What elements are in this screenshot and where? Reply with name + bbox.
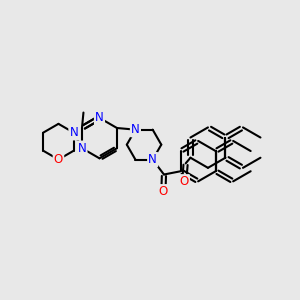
Text: N: N <box>131 123 140 136</box>
Text: N: N <box>78 142 86 155</box>
Text: O: O <box>159 185 168 198</box>
Text: O: O <box>54 153 63 166</box>
Text: O: O <box>180 175 189 188</box>
Text: N: N <box>95 111 104 124</box>
Text: N: N <box>148 153 157 166</box>
Text: N: N <box>70 126 78 139</box>
